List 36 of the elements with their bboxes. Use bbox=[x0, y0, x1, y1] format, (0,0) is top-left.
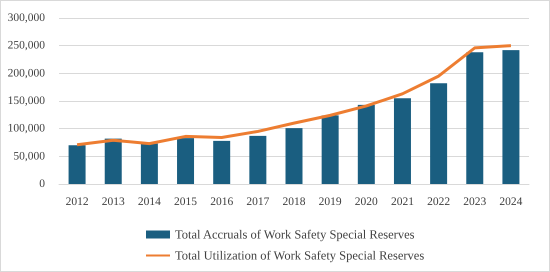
x-tick-label: 2021 bbox=[390, 196, 414, 208]
bar bbox=[213, 140, 230, 184]
x-tick-label: 2020 bbox=[354, 196, 378, 208]
y-tick-label: 150,000 bbox=[8, 95, 46, 107]
bar bbox=[249, 136, 266, 184]
x-tick-label: 2012 bbox=[66, 196, 89, 208]
x-tick-label: 2018 bbox=[282, 196, 306, 208]
x-tick-label: 2024 bbox=[499, 196, 523, 208]
bar bbox=[358, 104, 375, 184]
y-tick-label: 0 bbox=[39, 178, 46, 190]
x-tick-label: 2014 bbox=[138, 196, 162, 208]
bar bbox=[140, 144, 158, 184]
legend-label: Total Accruals of Work Safety Special Reserves bbox=[175, 228, 415, 242]
bar bbox=[394, 98, 411, 184]
bar bbox=[430, 83, 448, 184]
x-tick-label: 2016 bbox=[210, 196, 234, 208]
x-tick-label: 2019 bbox=[318, 196, 342, 208]
y-tick-label: 250,000 bbox=[8, 40, 46, 52]
x-tick-label: 2017 bbox=[246, 196, 270, 208]
x-tick-label: 2015 bbox=[174, 196, 198, 208]
y-tick-label: 50,000 bbox=[13, 150, 46, 162]
y-tick-label: 100,000 bbox=[8, 122, 46, 135]
bar bbox=[68, 145, 86, 184]
x-tick-label: 2022 bbox=[427, 196, 450, 208]
bar bbox=[502, 50, 520, 184]
bar bbox=[286, 128, 302, 184]
bar bbox=[466, 52, 484, 184]
legend-label: Total Utilization of Work Safety Special Reserves bbox=[175, 248, 424, 262]
bar bbox=[104, 138, 122, 184]
bar bbox=[177, 138, 194, 184]
y-tick-label: 300,000 bbox=[8, 12, 46, 24]
x-tick-label: 2013 bbox=[102, 196, 125, 208]
x-tick-label: 2023 bbox=[463, 196, 487, 208]
line-series bbox=[76, 44, 512, 146]
bar bbox=[322, 115, 339, 184]
y-tick-label: 200,000 bbox=[8, 67, 46, 80]
